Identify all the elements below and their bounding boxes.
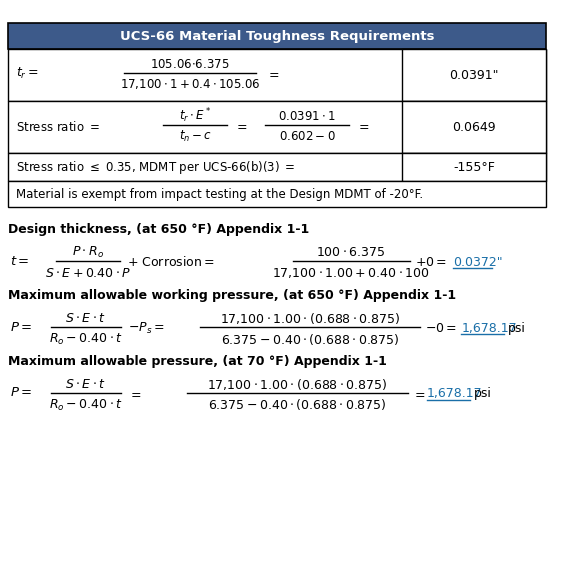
Text: $0.602 - 0$: $0.602 - 0$ xyxy=(279,130,336,143)
Text: $S \cdot E + 0.40 \cdot P$: $S \cdot E + 0.40 \cdot P$ xyxy=(45,266,131,279)
Text: 0.0391": 0.0391" xyxy=(449,69,499,81)
Bar xyxy=(8,23,546,49)
Text: Stress ratio $=$: Stress ratio $=$ xyxy=(15,120,99,134)
Text: $17{,}100 \cdot 1.00 + 0.40 \cdot 100$: $17{,}100 \cdot 1.00 + 0.40 \cdot 100$ xyxy=(272,266,430,280)
Text: $t_r \cdot E^*$: $t_r \cdot E^*$ xyxy=(179,107,211,126)
Text: $P =$: $P =$ xyxy=(10,320,32,333)
Text: $6.375 - 0.40 \cdot (0.688 \cdot 0.875)$: $6.375 - 0.40 \cdot (0.688 \cdot 0.875)$ xyxy=(208,398,387,412)
Text: $+ 0 =$: $+ 0 =$ xyxy=(415,256,448,269)
Text: Material is exempt from impact testing at the Design MDMT of -20°F.: Material is exempt from impact testing a… xyxy=(15,187,423,201)
Text: $R_o - 0.40 \cdot t$: $R_o - 0.40 \cdot t$ xyxy=(49,332,123,346)
Text: $=$: $=$ xyxy=(234,119,248,132)
Text: $- 0 =$: $- 0 =$ xyxy=(425,321,457,335)
Text: $P =$: $P =$ xyxy=(10,386,32,399)
Bar xyxy=(8,181,546,207)
Text: psi: psi xyxy=(508,321,526,335)
Text: Maximum allowable working pressure, (at 650 °F) Appendix 1-1: Maximum allowable working pressure, (at … xyxy=(8,289,456,302)
Text: $R_o - 0.40 \cdot t$: $R_o - 0.40 \cdot t$ xyxy=(49,398,123,412)
Text: 1,678.17: 1,678.17 xyxy=(427,387,483,400)
Bar xyxy=(8,153,546,181)
Text: 1,678.17: 1,678.17 xyxy=(461,321,517,335)
Text: 0.0372": 0.0372" xyxy=(453,256,503,269)
Text: $=$: $=$ xyxy=(412,387,426,400)
Text: $17{,}100 \cdot 1.00 \cdot (0.688 \cdot 0.875)$: $17{,}100 \cdot 1.00 \cdot (0.688 \cdot … xyxy=(220,311,400,325)
Text: $105.06{\cdot}6.375$: $105.06{\cdot}6.375$ xyxy=(151,57,230,70)
Bar xyxy=(402,101,546,153)
Text: $0.0391 \cdot 1$: $0.0391 \cdot 1$ xyxy=(278,110,336,123)
Text: Stress ratio $\leq$ 0.35, MDMT per UCS-66(b)(3) $=$: Stress ratio $\leq$ 0.35, MDMT per UCS-6… xyxy=(15,158,295,176)
Text: $t =$: $t =$ xyxy=(10,254,29,268)
Text: $=$: $=$ xyxy=(356,119,370,132)
Text: $t_r =$: $t_r =$ xyxy=(15,65,38,81)
Bar xyxy=(402,49,546,101)
Text: $- P_s =$: $- P_s =$ xyxy=(128,320,164,336)
Text: $P \cdot R_o$: $P \cdot R_o$ xyxy=(72,244,104,260)
Text: $S \cdot E \cdot t$: $S \cdot E \cdot t$ xyxy=(65,311,106,324)
Text: $=$: $=$ xyxy=(128,387,141,400)
Text: UCS-66 Material Toughness Requirements: UCS-66 Material Toughness Requirements xyxy=(120,30,434,43)
Bar xyxy=(8,49,546,101)
Text: $17{,}100 \cdot 1.00 \cdot (0.688 \cdot 0.875)$: $17{,}100 \cdot 1.00 \cdot (0.688 \cdot … xyxy=(207,377,387,391)
Text: $+\ \mathrm{Corrosion} =$: $+\ \mathrm{Corrosion} =$ xyxy=(127,255,215,269)
Text: -155°F: -155°F xyxy=(453,161,495,173)
Text: $100 \cdot 6.375$: $100 \cdot 6.375$ xyxy=(316,245,386,258)
Text: 0.0649: 0.0649 xyxy=(452,120,496,133)
Text: Design thickness, (at 650 °F) Appendix 1-1: Design thickness, (at 650 °F) Appendix 1… xyxy=(8,223,309,236)
Text: $17{,}100 \cdot 1 + 0.4 \cdot 105.06$: $17{,}100 \cdot 1 + 0.4 \cdot 105.06$ xyxy=(120,77,261,91)
Text: $=$: $=$ xyxy=(266,68,280,81)
Text: Maximum allowable pressure, (at 70 °F) Appendix 1-1: Maximum allowable pressure, (at 70 °F) A… xyxy=(8,354,387,367)
Text: $t_n - c$: $t_n - c$ xyxy=(178,128,211,144)
Bar xyxy=(8,101,546,153)
Text: $S \cdot E \cdot t$: $S \cdot E \cdot t$ xyxy=(65,378,106,391)
Bar xyxy=(402,153,546,181)
Text: $6.375 - 0.40 \cdot (0.688 \cdot 0.875)$: $6.375 - 0.40 \cdot (0.688 \cdot 0.875)$ xyxy=(221,332,399,346)
Text: psi: psi xyxy=(474,387,492,400)
